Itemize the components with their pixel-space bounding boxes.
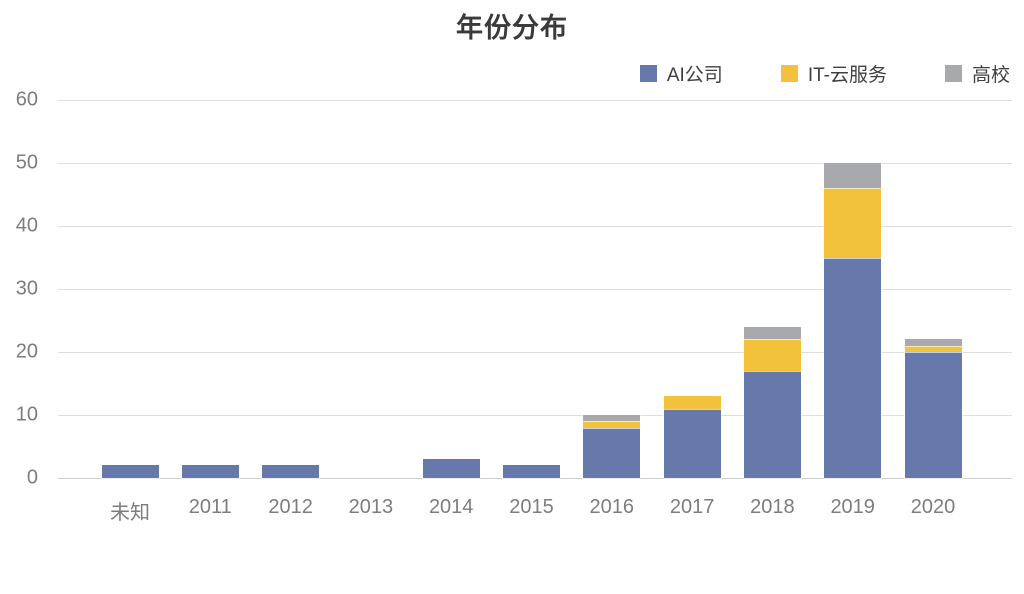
y-tick-label: 10 [15,403,38,426]
bar-segment-2018-AI公司[interactable] [743,370,801,478]
y-tick-label: 40 [15,214,38,237]
legend-swatch-icon [780,65,798,82]
bar-segment-2016-IT-云服务[interactable] [583,421,641,428]
bar-segment-2020-AI公司[interactable] [904,352,962,478]
legend-item-ai-company[interactable]: AI公司 [639,60,723,87]
gridline [58,226,1012,227]
y-tick-label: 20 [15,340,38,363]
x-tick-label: 2014 [428,496,474,518]
bar-segment-2015-AI公司[interactable] [503,465,560,478]
bar-segment-2016-高校[interactable] [583,415,641,422]
legend-swatch-icon [944,65,962,82]
bar-segment-未知-AI公司[interactable] [101,465,159,478]
legend-item-university[interactable]: 高校 [944,60,1010,87]
x-tick-label: 2011 [188,496,232,518]
gridline [58,289,1012,290]
bar-segment-2019-高校[interactable] [824,163,882,189]
legend: AI公司 IT-云服务 高校 [639,60,1010,87]
bar-segment-2019-IT-云服务[interactable] [824,188,882,258]
bar-segment-2018-高校[interactable] [743,326,801,340]
plot-area: 0 10 20 30 40 50 60 未知 2011 2012 2013 2014 2015 2016 2… [16,89,1012,524]
bar-segment-2017-AI公司[interactable] [663,408,721,478]
bar-segment-2012-AI公司[interactable] [262,465,320,478]
x-tick-label: 2018 [750,496,795,518]
y-tick-label: 50 [15,151,38,174]
bar-segment-2017-IT-云服务[interactable] [663,396,721,409]
x-tick-label: 2016 [589,496,635,518]
legend-label: 高校 [971,65,1010,86]
x-tick-label: 2013 [348,496,394,518]
x-tick-label: 2020 [910,496,956,518]
bar-segment-2020-IT-云服务[interactable] [904,345,962,352]
y-tick-label: 60 [15,88,38,111]
x-tick-label: 未知 [110,502,150,524]
bar-segment-2014-AI公司[interactable] [422,459,480,478]
x-tick-label: 2015 [509,496,554,518]
bar-segment-2020-高校[interactable] [904,339,962,346]
x-tick-label: 2019 [830,496,875,518]
gridline [58,478,1012,479]
x-tick-label: 2017 [669,496,715,518]
gridline [58,100,1012,101]
legend-label: AI公司 [666,65,723,86]
gridline [58,415,1012,416]
legend-item-it-cloud[interactable]: IT-云服务 [780,60,887,87]
bar-segment-2018-IT-云服务[interactable] [743,339,801,371]
legend-label: IT-云服务 [807,65,887,86]
chart-title: 年份分布 [456,13,568,43]
legend-swatch-icon [639,65,657,82]
bar-segment-2016-AI公司[interactable] [583,427,641,478]
gridline [58,163,1012,164]
gridline [58,352,1012,353]
x-tick-label: 2012 [268,496,313,518]
bar-segment-2019-AI公司[interactable] [824,257,882,478]
y-tick-label: 0 [26,466,38,489]
y-tick-label: 30 [15,277,38,300]
bar-segment-2011-AI公司[interactable] [181,465,239,478]
